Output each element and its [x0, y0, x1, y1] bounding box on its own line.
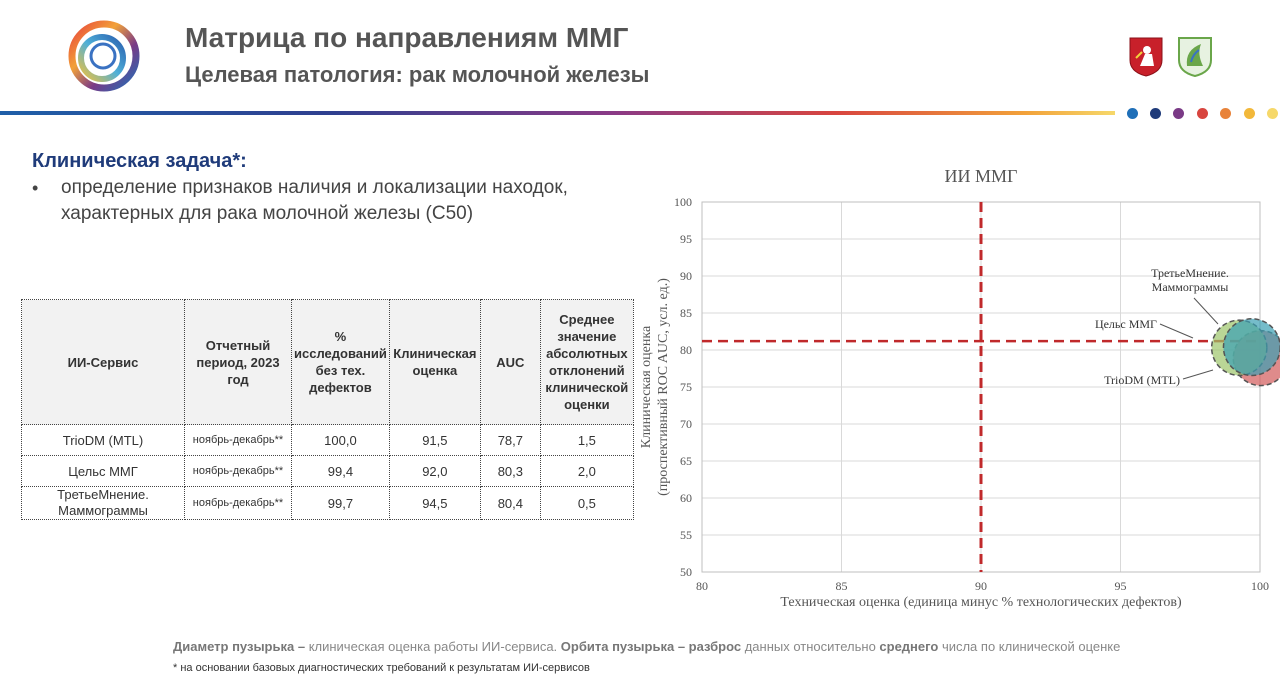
- y-tick-label: 50: [680, 565, 692, 579]
- y-tick-label: 100: [674, 195, 692, 209]
- department-emblem-icon: [1178, 37, 1212, 78]
- bubble-label: Цельс ММГ: [1095, 317, 1157, 331]
- table-cell: 80,4: [479, 486, 541, 520]
- table-cell: ноябрь-декабрь**: [184, 486, 292, 520]
- color-dot: [1197, 108, 1208, 119]
- ring-logo-icon: [68, 20, 140, 92]
- table-cell: ноябрь-декабрь**: [184, 424, 292, 456]
- table-cell: 99,4: [291, 455, 390, 487]
- x-tick-label: 100: [1251, 579, 1269, 593]
- table-cell: 91,5: [388, 424, 481, 456]
- bubble-label: TrioDM (MTL): [1104, 373, 1180, 387]
- leader-line: [1159, 323, 1194, 339]
- x-tick-label: 80: [696, 579, 708, 593]
- table-cell: 94,5: [388, 486, 481, 520]
- moscow-coat-of-arms-icon: [1129, 37, 1163, 77]
- caption-part: данных относительно: [741, 639, 880, 654]
- column-header: Отчетный период, 2023 год: [184, 299, 292, 425]
- column-header: Клиническая оценка: [388, 299, 481, 425]
- ai-services-table: ИИ-Сервис Отчетный период, 2023 год % ис…: [21, 299, 634, 520]
- column-header: % исследований без тех. дефектов: [291, 299, 390, 425]
- clinical-task-text: определение признаков наличия и локализа…: [61, 177, 568, 224]
- column-header: AUC: [479, 299, 541, 425]
- chart-caption: Диаметр пузырька – клиническая оценка ра…: [173, 639, 1120, 654]
- caption-part: Диаметр пузырька –: [173, 639, 306, 654]
- table-header-row: ИИ-Сервис Отчетный период, 2023 год % ис…: [21, 299, 634, 425]
- column-header: ИИ-Сервис: [21, 299, 185, 425]
- y-tick-label: 60: [680, 491, 692, 505]
- header-divider: [0, 111, 1115, 115]
- y-tick-label: 65: [680, 454, 692, 468]
- leader-line: [1182, 369, 1214, 380]
- column-header: Среднее значение абсолютных отклонений к…: [539, 299, 634, 425]
- table-cell: 99,7: [291, 486, 390, 520]
- bubble-chart: ИИ ММГ 50 55 60 65 70 75 80 85 90 95 100 80 85 90 95 100…: [639, 166, 1280, 610]
- table-cell: TrioDM (MTL): [21, 424, 185, 456]
- bubble-label: Маммограммы: [1152, 280, 1229, 294]
- color-dot: [1267, 108, 1278, 119]
- color-dot: [1127, 108, 1138, 119]
- y-tick-label: 85: [680, 306, 692, 320]
- table-row: ТретьеМнение. Маммограммы ноябрь-декабрь…: [21, 486, 634, 520]
- bullet-icon: •: [32, 178, 39, 198]
- color-dot: [1173, 108, 1184, 119]
- table-cell: 80,3: [479, 455, 541, 487]
- y-tick-label: 80: [680, 343, 692, 357]
- table-cell: 1,5: [539, 424, 634, 456]
- caption-part: Орбита пузырька – разброс: [560, 639, 742, 654]
- y-axis-label: (проспективный ROC AUC, усл. ед.): [656, 278, 671, 496]
- chart-title: ИИ ММГ: [945, 166, 1018, 186]
- bubble-label: ТретьеМнение.: [1151, 266, 1229, 280]
- leader-line: [1193, 297, 1219, 325]
- table-row: Цельс ММГ ноябрь-декабрь** 99,4 92,0 80,…: [21, 455, 634, 487]
- caption-part: среднего: [879, 639, 939, 654]
- caption-part: числа по клинической оценке: [938, 639, 1121, 654]
- table-cell: ТретьеМнение. Маммограммы: [21, 486, 185, 520]
- y-tick-label: 55: [680, 528, 692, 542]
- y-tick-label: 95: [680, 232, 692, 246]
- y-axis-label: Клиническая оценка: [639, 325, 654, 448]
- y-tick-label: 75: [680, 380, 692, 394]
- color-dot: [1244, 108, 1255, 119]
- table-cell: Цельс ММГ: [21, 455, 185, 487]
- color-dot: [1150, 108, 1161, 119]
- clinical-task-heading: Клиническая задача*:: [32, 150, 247, 172]
- x-tick-label: 95: [1115, 579, 1127, 593]
- color-dot: [1220, 108, 1231, 119]
- table-cell: 100,0: [291, 424, 390, 456]
- x-axis-label: Техническая оценка (единица минус % техн…: [780, 595, 1182, 610]
- bubble-3: [1222, 318, 1280, 377]
- table-cell: 0,5: [539, 486, 634, 520]
- table-cell: 78,7: [479, 424, 541, 456]
- page-subtitle: Целевая патология: рак молочной железы: [185, 62, 650, 87]
- table-cell: ноябрь-декабрь**: [184, 455, 292, 487]
- page-title: Матрица по направлениям ММГ: [185, 22, 629, 53]
- table-cell: 92,0: [388, 455, 481, 487]
- y-tick-label: 70: [680, 417, 692, 431]
- footnote: * на основании базовых диагностических т…: [173, 662, 590, 674]
- x-tick-label: 85: [836, 579, 848, 593]
- x-tick-label: 90: [975, 579, 987, 593]
- caption-part: клиническая оценка работы ИИ-сервиса.: [305, 639, 561, 654]
- table-row: TrioDM (MTL) ноябрь-декабрь** 100,0 91,5…: [21, 424, 634, 456]
- y-tick-label: 90: [680, 269, 692, 283]
- table-cell: 2,0: [539, 455, 634, 487]
